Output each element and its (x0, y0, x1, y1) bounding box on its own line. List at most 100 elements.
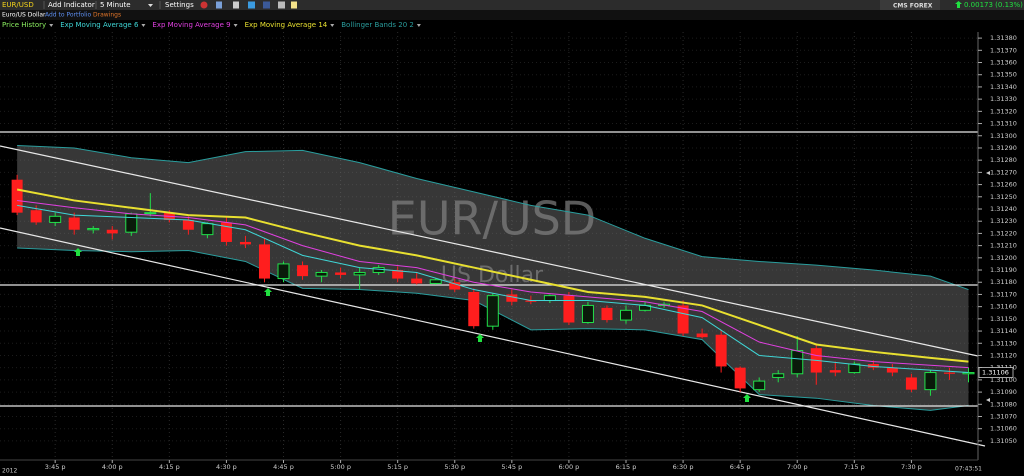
interval[interactable]: 5 Minute (100, 1, 131, 9)
legend-entry[interactable]: Price History (2, 21, 46, 29)
toolbar-icons (200, 1, 297, 9)
axis-layer: 1.31050 1.31060 1.31070 1.31080 1.31090 1.311… (45, 34, 1017, 471)
axis-marker (986, 171, 990, 175)
legend-entry[interactable]: Bollinger Bands 20 2 (341, 21, 414, 29)
drawings[interactable]: Drawings (93, 12, 121, 19)
legend-entry[interactable]: Exp Moving Average 6 (60, 21, 139, 29)
y-tick-label: 1.31240 (990, 205, 1017, 213)
icon[interactable] (200, 1, 208, 9)
x-tick-label: 5:15 p (387, 463, 408, 471)
settings[interactable]: Settings (165, 1, 194, 9)
instrument-name: Euro/US Dollar (2, 12, 46, 19)
ema-line (17, 199, 969, 369)
y-tick-label: 1.31210 (990, 242, 1017, 250)
icon[interactable] (263, 1, 270, 9)
candle-body (429, 279, 442, 284)
candle-body (315, 271, 328, 277)
candle-body (239, 241, 251, 245)
year-label: 2012 (2, 468, 17, 475)
icon[interactable] (233, 1, 239, 9)
signal-arrow (264, 288, 272, 296)
x-tick-label: 4:45 p (273, 463, 294, 471)
y-tick-label: 1.31220 (990, 229, 1017, 237)
y-tick-label: 1.31190 (990, 266, 1017, 274)
candle-body (411, 278, 423, 284)
candle-body (468, 291, 480, 327)
signal-arrow (476, 334, 484, 342)
drawings-layer (0, 131, 986, 447)
legend-dropdown (416, 24, 421, 27)
dropdown-arrow[interactable] (148, 4, 153, 7)
candle-body (335, 272, 347, 275)
y-tick-label: 1.31070 (990, 412, 1017, 420)
y-tick-label: 1.31060 (990, 425, 1017, 433)
y-tick-label: 1.31270 (990, 168, 1017, 176)
icon[interactable] (278, 1, 285, 9)
band-layer (17, 145, 969, 411)
y-tick-label: 1.31130 (990, 339, 1017, 347)
candle-body (886, 367, 898, 373)
y-tick-label: 1.31310 (990, 120, 1017, 128)
candle-body (392, 270, 404, 279)
candle-body (753, 380, 766, 391)
x-tick-label: 6:30 p (673, 463, 694, 471)
brand: CMS FOREX (893, 3, 933, 10)
x-tick-label: 6:15 p (616, 463, 637, 471)
legend-entry[interactable]: Exp Moving Average 14 (245, 21, 328, 29)
candle-body (220, 222, 232, 242)
x-tick-label: 7:15 p (844, 463, 865, 471)
marks-layer (11, 174, 975, 396)
candle-body (619, 309, 632, 321)
trend-line[interactable] (0, 227, 986, 447)
y-tick-label: 1.31370 (990, 46, 1017, 54)
brand-box (880, 0, 940, 10)
candle-body (601, 307, 613, 321)
y-tick-label: 1.31280 (990, 156, 1017, 164)
candle-body (353, 271, 366, 276)
legend-dropdown (233, 24, 238, 27)
y-tick-label: 1.31290 (990, 144, 1017, 152)
y-tick-label: 1.31380 (990, 34, 1017, 42)
candle-body (30, 210, 42, 223)
toolbar (0, 0, 1024, 10)
y-tick-label: 1.31050 (990, 437, 1017, 445)
symbol[interactable]: EUR/USD (2, 1, 34, 9)
candle-body (525, 300, 537, 302)
y-tick-label: 1.31120 (990, 351, 1017, 359)
up-arrow (955, 1, 962, 8)
y-tick-label: 1.31200 (990, 254, 1017, 262)
candle-body (125, 213, 138, 233)
band-lower (17, 247, 969, 411)
legend: Price History Exp Moving Average 6 Exp Mov… (2, 21, 421, 29)
trend-line[interactable] (0, 145, 979, 357)
legend-dropdown (330, 24, 335, 27)
icon[interactable] (291, 1, 297, 9)
candle-body (563, 295, 575, 323)
icon[interactable] (216, 1, 222, 9)
y-tick-label: 1.31330 (990, 95, 1017, 103)
x-tick-label: 4:00 p (102, 463, 123, 471)
add-portfolio[interactable]: Add to Portfolio (45, 12, 91, 19)
add-indicator[interactable]: Add Indicator (48, 1, 95, 9)
candle-body (943, 372, 955, 374)
candle-body (696, 333, 708, 338)
last-value-label: 1.31106 (982, 369, 1009, 377)
legend-entry[interactable]: Exp Moving Average 9 (152, 21, 230, 29)
x-tick-label: 7:00 p (787, 463, 808, 471)
candle-body (144, 212, 157, 215)
icon[interactable] (248, 1, 255, 9)
axis-marker (986, 398, 990, 402)
candle-body (49, 215, 62, 223)
x-tick-label: 6:00 p (559, 463, 580, 471)
x-tick-label: 5:45 p (501, 463, 522, 471)
candle-body (201, 223, 214, 236)
candle-body (87, 228, 100, 231)
y-tick-label: 1.31100 (990, 376, 1017, 384)
candle-body (543, 295, 556, 302)
signal-arrow (743, 394, 751, 402)
timestamp: 07:43:51 (955, 466, 982, 473)
ema-line (17, 204, 969, 374)
candle-body (449, 282, 461, 290)
y-tick-label: 1.31180 (990, 278, 1017, 286)
y-tick-label: 1.31150 (990, 315, 1017, 323)
